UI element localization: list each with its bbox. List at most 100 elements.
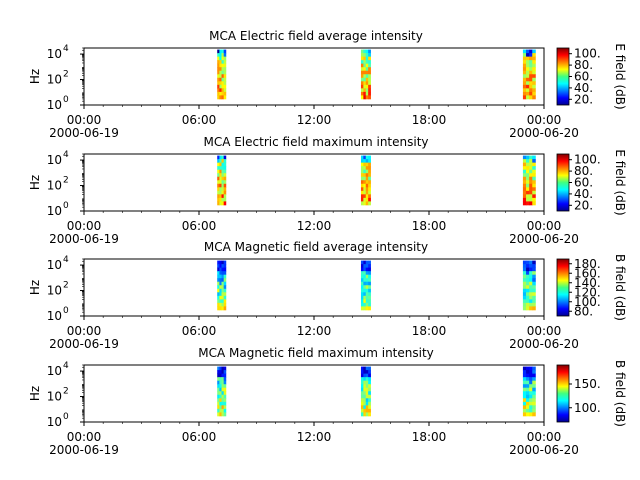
spectrogram-cell [223, 285, 227, 290]
spectrogram-cell [529, 162, 533, 167]
spectrogram-burst-1 [217, 366, 227, 417]
spectrogram-cell [522, 197, 527, 202]
spectrogram-cell [368, 88, 371, 93]
spectrogram-cell [363, 183, 367, 188]
spectrogram-cell [532, 180, 536, 185]
spectrogram-cell [368, 401, 371, 406]
spectrogram-cell [360, 190, 364, 195]
spectrogram-cell [217, 60, 220, 65]
spectrogram-cell [522, 67, 527, 72]
colorbar-tick-label: 100. [574, 295, 601, 309]
spectrogram-cell [526, 194, 530, 199]
spectrogram-cell [529, 84, 533, 89]
spectrogram-cell [360, 384, 364, 389]
y-tick-label: 10 [47, 309, 62, 323]
spectrogram-cell [532, 169, 536, 174]
spectrogram-cell [526, 95, 530, 100]
spectrogram-cell [522, 380, 527, 385]
spectrogram-cell [368, 408, 371, 413]
spectrogram-cell [368, 194, 371, 199]
spectrogram-cell [219, 288, 222, 293]
spectrogram-cell [526, 380, 530, 385]
spectrogram-cell [365, 306, 369, 311]
spectrogram-cell [532, 281, 536, 286]
spectrogram-cell [363, 384, 367, 389]
spectrogram-burst-1 [217, 260, 227, 311]
spectrogram-cell [532, 183, 536, 188]
y-tick-label: 10 [47, 98, 62, 112]
spectrogram-cell [217, 271, 220, 276]
spectrogram-cell [522, 412, 527, 417]
spectrogram-burst-2 [360, 49, 371, 100]
x-tick-label: 18:00 [412, 113, 447, 127]
spectrogram-cell [219, 169, 222, 174]
spectrogram-cell [221, 278, 225, 283]
colorbar [556, 153, 570, 212]
spectrogram-cell [363, 281, 367, 286]
spectrogram-cell [219, 56, 222, 61]
spectrogram-cell [368, 288, 371, 293]
spectrogram-cell [221, 274, 225, 279]
spectrogram-cell [360, 81, 364, 86]
spectrogram-cell [368, 373, 371, 378]
spectrogram-cell [221, 285, 225, 290]
spectrogram-cell [368, 387, 371, 392]
spectrogram-cell [529, 278, 533, 283]
spectrogram-cell [368, 77, 371, 82]
spectrogram-cell [522, 306, 527, 311]
spectrogram-cell [368, 190, 371, 195]
spectrogram-cell [529, 60, 533, 65]
colorbar-tick-label: 140. [574, 276, 601, 290]
spectrogram-cell [221, 260, 225, 265]
spectrogram-cell [217, 391, 220, 396]
spectrogram-cell [219, 412, 222, 417]
spectrogram-cell [221, 74, 225, 79]
spectrogram-cell [365, 81, 369, 86]
spectrogram-cell [360, 74, 364, 79]
x-tick-label: 12:00 [297, 113, 332, 127]
spectrogram-cell [217, 380, 220, 385]
spectrogram-cell [223, 391, 227, 396]
spectrogram-cell [219, 405, 222, 410]
spectrogram-cell [217, 306, 220, 311]
spectrogram-cell [360, 183, 364, 188]
spectrogram-cell [223, 260, 227, 265]
x-tick-label: 00:00 [527, 219, 562, 233]
spectrogram-cell [526, 384, 530, 389]
spectrogram-cell [526, 373, 530, 378]
spectrogram-cell [526, 281, 530, 286]
spectrogram-cell [223, 387, 227, 392]
spectrogram-cell [223, 187, 227, 192]
spectrogram-cell [217, 81, 220, 86]
spectrogram-cell [219, 176, 222, 181]
spectrogram-cell [363, 56, 367, 61]
spectrogram-cell [217, 176, 220, 181]
spectrogram-cell [219, 74, 222, 79]
spectrogram-cell [522, 285, 527, 290]
spectrogram-cell [365, 91, 369, 96]
spectrogram-cell [363, 394, 367, 399]
spectrogram-cell [526, 299, 530, 304]
spectrogram-cell [223, 74, 227, 79]
spectrogram-cell [368, 267, 371, 272]
spectrogram-cell [365, 302, 369, 307]
spectrogram-cell [363, 377, 367, 382]
spectrogram-cell [221, 91, 225, 96]
spectrogram-cell [221, 187, 225, 192]
y-tick-label: 10 [47, 390, 62, 404]
spectrogram-cell [360, 292, 364, 297]
spectrogram-cell [217, 190, 220, 195]
spectrogram-cell [217, 398, 220, 403]
spectrogram-cell [368, 53, 371, 58]
spectrogram-cell [360, 91, 364, 96]
spectrogram-cell [529, 159, 533, 164]
spectrogram-cell [221, 281, 225, 286]
spectrogram-cell [368, 176, 371, 181]
spectrogram-cell [529, 299, 533, 304]
y-axis-label: Hz [28, 280, 42, 295]
spectrogram-cell [365, 278, 369, 283]
spectrogram-cell [360, 412, 364, 417]
spectrogram-cell [529, 271, 533, 276]
spectrogram-cell [522, 370, 527, 375]
spectrogram-cell [365, 288, 369, 293]
